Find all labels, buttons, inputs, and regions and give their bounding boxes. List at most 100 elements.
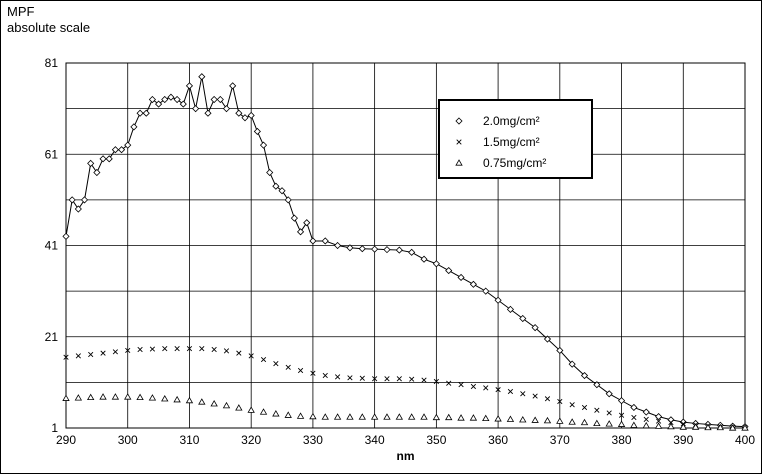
data-point xyxy=(284,411,292,418)
data-point xyxy=(222,105,231,113)
legend-marker xyxy=(456,139,462,145)
y-tick-label: 1 xyxy=(51,421,58,435)
y-tick-label: 41 xyxy=(45,239,59,253)
data-point xyxy=(432,413,441,421)
data-point xyxy=(88,351,94,358)
data-point xyxy=(63,354,69,360)
x-tick-label: 350 xyxy=(426,433,446,447)
data-point xyxy=(593,419,601,427)
data-point xyxy=(111,146,119,154)
data-point xyxy=(223,348,230,354)
data-point xyxy=(372,376,378,382)
series-2 xyxy=(63,345,748,431)
data-point xyxy=(347,375,353,381)
y-tick-label: 81 xyxy=(45,56,59,70)
x-tick-label: 360 xyxy=(488,433,508,447)
data-point xyxy=(594,407,600,413)
data-point xyxy=(667,422,675,430)
data-point xyxy=(643,416,649,422)
data-point xyxy=(186,345,193,352)
data-point xyxy=(543,416,552,424)
data-point xyxy=(260,356,267,363)
data-point xyxy=(149,346,156,352)
data-point xyxy=(105,155,113,163)
data-point xyxy=(395,246,403,254)
data-point xyxy=(155,100,163,108)
data-point xyxy=(520,391,526,397)
x-tick-label: 400 xyxy=(735,433,755,447)
data-point xyxy=(654,422,663,429)
data-point xyxy=(185,82,194,90)
data-point xyxy=(408,248,416,256)
data-point xyxy=(679,423,687,430)
data-point xyxy=(741,424,749,431)
x-tick-label: 390 xyxy=(673,433,693,447)
data-point xyxy=(185,396,194,404)
data-point xyxy=(346,413,354,420)
data-point xyxy=(136,109,144,117)
data-point xyxy=(642,408,650,416)
data-point xyxy=(235,404,243,411)
data-point xyxy=(446,380,452,386)
x-tick-label: 300 xyxy=(118,433,138,447)
data-point xyxy=(310,370,316,376)
data-point xyxy=(457,273,465,282)
data-point xyxy=(433,378,439,385)
data-point xyxy=(235,109,243,117)
data-point xyxy=(321,413,329,420)
data-point xyxy=(136,393,144,401)
data-point xyxy=(569,402,575,408)
data-point xyxy=(556,417,564,424)
data-point xyxy=(272,410,280,417)
data-point xyxy=(370,413,379,420)
data-point xyxy=(358,245,366,253)
data-point xyxy=(296,228,305,236)
data-point xyxy=(507,388,514,395)
data-point xyxy=(482,414,490,422)
data-point xyxy=(192,105,200,113)
data-point xyxy=(148,394,157,401)
data-point xyxy=(557,398,563,405)
data-point xyxy=(445,413,453,421)
data-point xyxy=(617,420,626,427)
x-tick-label: 310 xyxy=(179,433,199,447)
data-point xyxy=(409,376,415,382)
data-point xyxy=(216,95,224,104)
data-point xyxy=(420,255,428,263)
data-point xyxy=(506,415,515,422)
data-point xyxy=(704,423,712,431)
data-point xyxy=(519,314,527,323)
data-point xyxy=(247,406,255,413)
data-point xyxy=(272,182,280,190)
data-point xyxy=(655,413,663,421)
data-point xyxy=(278,187,286,195)
data-point xyxy=(111,393,120,400)
data-point xyxy=(334,241,342,250)
x-tick-label: 380 xyxy=(612,433,632,447)
data-point xyxy=(383,413,391,420)
legend-label: 2.0mg/cm² xyxy=(483,114,540,128)
legend-marker xyxy=(455,159,463,166)
data-point xyxy=(296,412,305,419)
data-point xyxy=(445,267,453,275)
data-point xyxy=(198,398,206,405)
data-point xyxy=(75,353,81,359)
data-point xyxy=(334,374,341,380)
legend: 2.0mg/cm² 1.5mg/cm² 0.75mg/cm² xyxy=(438,99,593,179)
data-point xyxy=(68,196,76,204)
data-point xyxy=(432,260,440,268)
data-point xyxy=(211,346,217,353)
data-point xyxy=(229,82,237,90)
data-point xyxy=(198,73,206,81)
data-point xyxy=(112,349,119,355)
data-point xyxy=(303,219,311,227)
data-point xyxy=(222,401,231,409)
data-point xyxy=(494,415,502,422)
data-point xyxy=(617,397,626,405)
data-point xyxy=(74,394,83,401)
data-point xyxy=(543,335,552,343)
data-point xyxy=(285,364,291,370)
data-point xyxy=(137,346,143,353)
data-point xyxy=(359,375,365,381)
